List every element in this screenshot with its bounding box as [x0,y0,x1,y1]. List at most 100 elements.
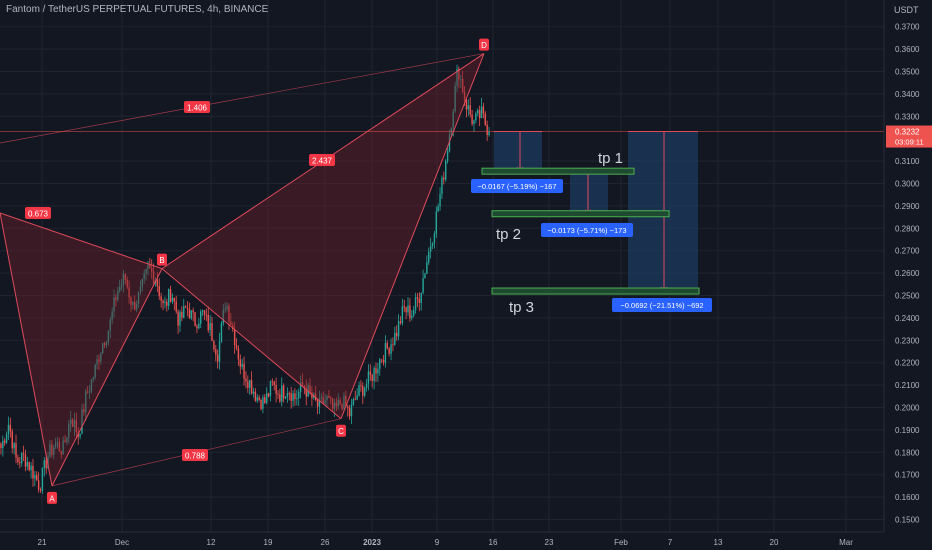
target-label: tp 2 [496,226,521,243]
pattern-ratio-line [0,53,485,144]
candle [152,263,155,286]
candle [277,390,279,399]
candle [478,105,481,127]
target-1[interactable]: tp 1 [481,150,635,175]
svg-text:0.673: 0.673 [28,210,49,219]
candle [39,487,42,493]
candle [444,159,447,182]
candle [58,437,61,452]
short-position[interactable] [570,172,608,215]
candle [296,390,298,406]
x-axis[interactable]: 21 Dec 12 19 26 2023 9 16 23 Feb 7 13 20 Mar [0,531,884,547]
y-tick-label: 0.2200 [895,359,920,368]
y-axis[interactable]: 0.1500 0.1600 0.1700 0.1800 0.1900 0.2000 0.21… [883,0,932,532]
candle [2,435,4,457]
candle [482,102,485,119]
candle [230,313,232,326]
candle [480,97,483,119]
ratio-label[interactable]: 1.406 [184,101,210,113]
candle [262,394,264,414]
candle [216,349,219,369]
candle [484,111,487,127]
candle [392,337,394,352]
ratio-label[interactable]: 2.437 [309,154,335,166]
measure-label[interactable]: −0.0167 (−5.19%) −167 [471,179,563,193]
candle [422,269,424,295]
svg-text:2.437: 2.437 [312,157,333,166]
candle [245,371,247,389]
x-tick-label: 7 [668,538,673,547]
candle [194,312,196,327]
candle [369,364,372,381]
candle [34,471,36,487]
y-tick-label: 0.1600 [895,493,920,502]
candle [41,467,44,494]
ratio-label[interactable]: 0.673 [25,207,51,219]
candle [309,378,311,395]
candle [132,301,134,310]
candle [169,285,172,303]
candle [469,97,471,118]
targets[interactable]: tp 1 tp 2 tp 3 [481,150,700,316]
candle [292,390,294,407]
harmonic-point-d[interactable]: D [479,38,489,51]
candle [281,377,283,407]
candle [218,332,221,370]
candle [233,321,236,354]
ratio-label[interactable]: 0.788 [182,449,208,461]
candle [69,410,72,432]
candle [324,393,326,406]
y-tick-label: 0.1800 [895,448,920,457]
candle [335,397,338,411]
y-tick-label: 0.1900 [895,426,920,435]
candle [395,325,398,341]
candle [367,364,370,391]
candle [243,356,245,386]
candle [256,394,258,404]
candle [330,395,332,405]
candle [32,458,34,487]
candle [322,391,324,405]
harmonic-point-a[interactable]: A [47,491,57,504]
candle [192,307,194,322]
candle [188,302,191,319]
candle [22,445,25,461]
y-tick-label: 0.3400 [895,90,920,99]
candle [134,295,136,311]
candle [232,322,234,332]
target-2[interactable]: tp 2 [491,210,670,243]
harmonic-point-c[interactable]: C [336,424,346,437]
candle [30,462,32,479]
y-tick-label: 0.2900 [895,202,920,211]
candle [190,310,193,321]
y-tick-label: 0.2800 [895,224,920,233]
candle [363,386,366,398]
y-tick-label: 0.2300 [895,336,920,345]
y-tick-label: 0.2400 [895,314,920,323]
short-position[interactable] [494,131,542,173]
x-tick-label: Mar [839,538,853,547]
candle [79,433,81,440]
candle [418,292,421,312]
candle [428,247,430,266]
candle [100,352,102,365]
target-3[interactable]: tp 3 [491,287,700,316]
candle [486,120,488,141]
measure-label[interactable]: −0.0692 (−21.51%) −692 [612,298,712,312]
harmonic-point-b[interactable]: B [157,253,167,266]
y-tick-label: 0.3600 [895,45,920,54]
candle [54,437,57,450]
candle [177,309,179,335]
candle [265,387,268,405]
candle [3,438,6,446]
candle [9,417,12,438]
harmonic-pattern[interactable]: A B C D 0.673 1.406 2.437 0.788 [0,38,489,504]
candle [271,378,274,387]
measure-label[interactable]: −0.0173 (−5.71%) −173 [541,223,633,237]
candle [386,340,389,350]
candle [403,299,405,313]
candle [288,391,291,401]
